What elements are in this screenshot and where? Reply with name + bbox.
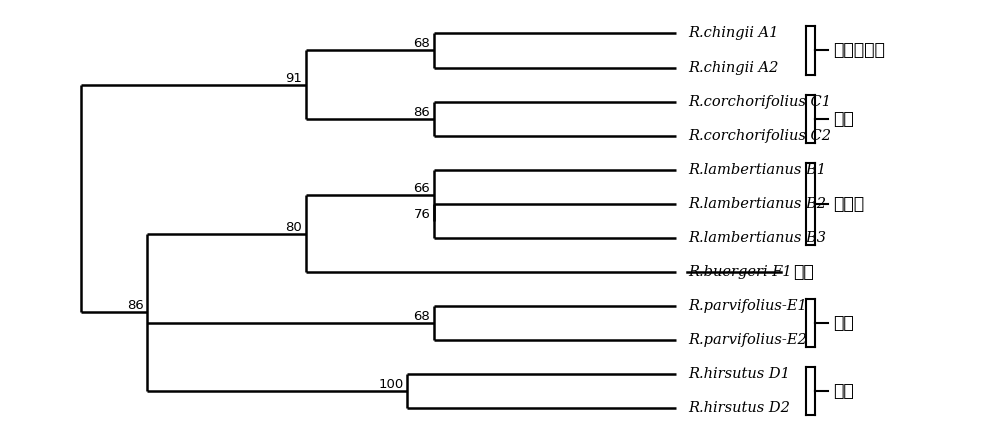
Text: R.corchorifolius C2: R.corchorifolius C2 — [688, 129, 831, 143]
Text: 高粿泡: 高粿泡 — [834, 195, 865, 213]
Text: 68: 68 — [414, 37, 430, 50]
Text: 76: 76 — [413, 208, 430, 221]
Text: R.corchorifolius C1: R.corchorifolius C1 — [688, 95, 831, 109]
Text: R.lambertianus B2: R.lambertianus B2 — [688, 197, 826, 211]
Text: R.chingii A1: R.chingii A1 — [688, 26, 778, 40]
Text: 茉莓: 茉莓 — [834, 314, 854, 332]
Text: R.chingii A2: R.chingii A2 — [688, 61, 778, 74]
Text: 86: 86 — [414, 105, 430, 119]
Text: 掌叶覆盆子: 掌叶覆盆子 — [834, 41, 885, 60]
Text: 寢莓: 寢莓 — [793, 263, 814, 281]
Text: 山莓: 山莓 — [834, 109, 854, 128]
Text: R.parvifolius-E2: R.parvifolius-E2 — [688, 333, 807, 347]
Text: R.hirsutus D1: R.hirsutus D1 — [688, 367, 790, 381]
Text: 91: 91 — [285, 72, 302, 85]
Text: R.buergeri F1: R.buergeri F1 — [688, 265, 792, 279]
Text: 80: 80 — [286, 221, 302, 234]
Text: 蓬蝇: 蓬蝇 — [834, 382, 854, 400]
Text: R.lambertianus B1: R.lambertianus B1 — [688, 163, 826, 177]
Text: 100: 100 — [379, 378, 404, 391]
Text: 86: 86 — [127, 299, 143, 312]
Text: R.hirsutus D2: R.hirsutus D2 — [688, 401, 790, 415]
Text: R.parvifolius-E1: R.parvifolius-E1 — [688, 299, 807, 313]
Text: R.lambertianus B3: R.lambertianus B3 — [688, 231, 826, 245]
Text: 66: 66 — [414, 182, 430, 195]
Text: 68: 68 — [414, 310, 430, 323]
